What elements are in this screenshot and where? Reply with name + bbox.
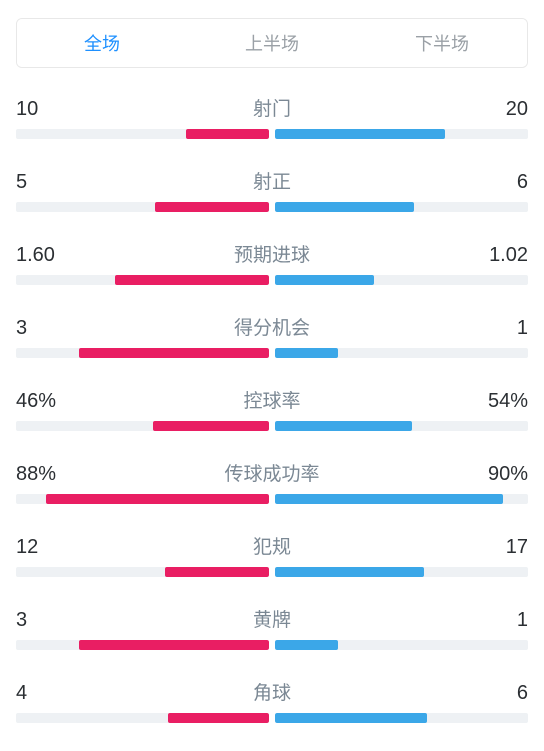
stat-values: 46%控球率54% — [16, 386, 528, 413]
stat-value-left: 10 — [16, 98, 62, 121]
stat-row: 1.60预期进球1.02 — [16, 240, 528, 285]
stat-value-right: 17 — [482, 536, 528, 559]
stat-value-left: 88% — [16, 463, 62, 486]
stat-label: 传球成功率 — [62, 459, 482, 486]
stat-label: 黄牌 — [62, 605, 482, 632]
stat-value-right: 1 — [482, 609, 528, 632]
bar-left-fill — [153, 421, 269, 431]
stat-row: 12犯规17 — [16, 532, 528, 577]
tab-1[interactable]: 上半场 — [187, 19, 357, 67]
stat-value-right: 6 — [482, 171, 528, 194]
period-tabs: 全场上半场下半场 — [16, 18, 528, 68]
stat-bar — [16, 275, 528, 285]
stat-row: 46%控球率54% — [16, 386, 528, 431]
stat-values: 1.60预期进球1.02 — [16, 240, 528, 267]
bar-right-fill — [275, 567, 424, 577]
bar-left-fill — [155, 202, 269, 212]
stat-value-right: 54% — [482, 390, 528, 413]
bar-right-track — [275, 202, 528, 212]
bar-left-track — [16, 640, 269, 650]
bar-left-track — [16, 494, 269, 504]
stat-values: 4角球6 — [16, 678, 528, 705]
stat-bar — [16, 421, 528, 431]
stat-values: 12犯规17 — [16, 532, 528, 559]
bar-left-fill — [46, 494, 269, 504]
stat-values: 10射门20 — [16, 94, 528, 121]
stat-label: 射正 — [62, 167, 482, 194]
bar-left-fill — [79, 348, 269, 358]
bar-left-track — [16, 713, 269, 723]
tab-0[interactable]: 全场 — [17, 19, 187, 67]
stat-value-left: 1.60 — [16, 244, 62, 267]
stat-values: 88%传球成功率90% — [16, 459, 528, 486]
stat-bar — [16, 129, 528, 139]
stat-value-left: 46% — [16, 390, 62, 413]
bar-left-track — [16, 348, 269, 358]
bar-right-fill — [275, 202, 414, 212]
bar-right-fill — [275, 421, 412, 431]
stat-row: 3得分机会1 — [16, 313, 528, 358]
bar-right-track — [275, 640, 528, 650]
bar-right-fill — [275, 713, 427, 723]
stats-panel: 全场上半场下半场 10射门205射正61.60预期进球1.023得分机会146%… — [0, 0, 544, 723]
stat-label: 得分机会 — [62, 313, 482, 340]
bar-left-fill — [165, 567, 269, 577]
bar-right-track — [275, 421, 528, 431]
stat-bar — [16, 202, 528, 212]
stat-label: 射门 — [62, 94, 482, 121]
bar-left-track — [16, 129, 269, 139]
bar-right-track — [275, 129, 528, 139]
stat-value-left: 4 — [16, 682, 62, 705]
stat-bar — [16, 494, 528, 504]
stat-bar — [16, 640, 528, 650]
bar-right-track — [275, 275, 528, 285]
stat-value-right: 6 — [482, 682, 528, 705]
bar-right-track — [275, 348, 528, 358]
bar-left-track — [16, 421, 269, 431]
stat-bar — [16, 567, 528, 577]
stat-value-right: 90% — [482, 463, 528, 486]
bar-left-fill — [79, 640, 269, 650]
stat-values: 3黄牌1 — [16, 605, 528, 632]
bar-left-track — [16, 567, 269, 577]
bar-left-fill — [186, 129, 269, 139]
bar-left-fill — [115, 275, 269, 285]
tab-2[interactable]: 下半场 — [357, 19, 527, 67]
bar-left-track — [16, 202, 269, 212]
stat-row: 10射门20 — [16, 94, 528, 139]
stat-value-left: 12 — [16, 536, 62, 559]
bar-left-track — [16, 275, 269, 285]
bar-right-fill — [275, 275, 374, 285]
stat-label: 预期进球 — [62, 240, 482, 267]
stat-value-right: 1.02 — [482, 244, 528, 267]
bar-right-fill — [275, 348, 338, 358]
stat-label: 控球率 — [62, 386, 482, 413]
bar-right-fill — [275, 494, 503, 504]
stat-row: 5射正6 — [16, 167, 528, 212]
stat-row: 88%传球成功率90% — [16, 459, 528, 504]
stat-bar — [16, 348, 528, 358]
stat-row: 3黄牌1 — [16, 605, 528, 650]
bar-right-track — [275, 713, 528, 723]
stats-list: 10射门205射正61.60预期进球1.023得分机会146%控球率54%88%… — [16, 94, 528, 723]
stat-value-left: 5 — [16, 171, 62, 194]
stat-value-right: 1 — [482, 317, 528, 340]
stat-value-left: 3 — [16, 609, 62, 632]
stat-label: 犯规 — [62, 532, 482, 559]
stat-value-right: 20 — [482, 98, 528, 121]
bar-left-fill — [168, 713, 269, 723]
stat-label: 角球 — [62, 678, 482, 705]
stat-row: 4角球6 — [16, 678, 528, 723]
bar-right-fill — [275, 640, 338, 650]
stat-bar — [16, 713, 528, 723]
bar-right-fill — [275, 129, 445, 139]
stat-values: 3得分机会1 — [16, 313, 528, 340]
stat-values: 5射正6 — [16, 167, 528, 194]
stat-value-left: 3 — [16, 317, 62, 340]
bar-right-track — [275, 494, 528, 504]
bar-right-track — [275, 567, 528, 577]
